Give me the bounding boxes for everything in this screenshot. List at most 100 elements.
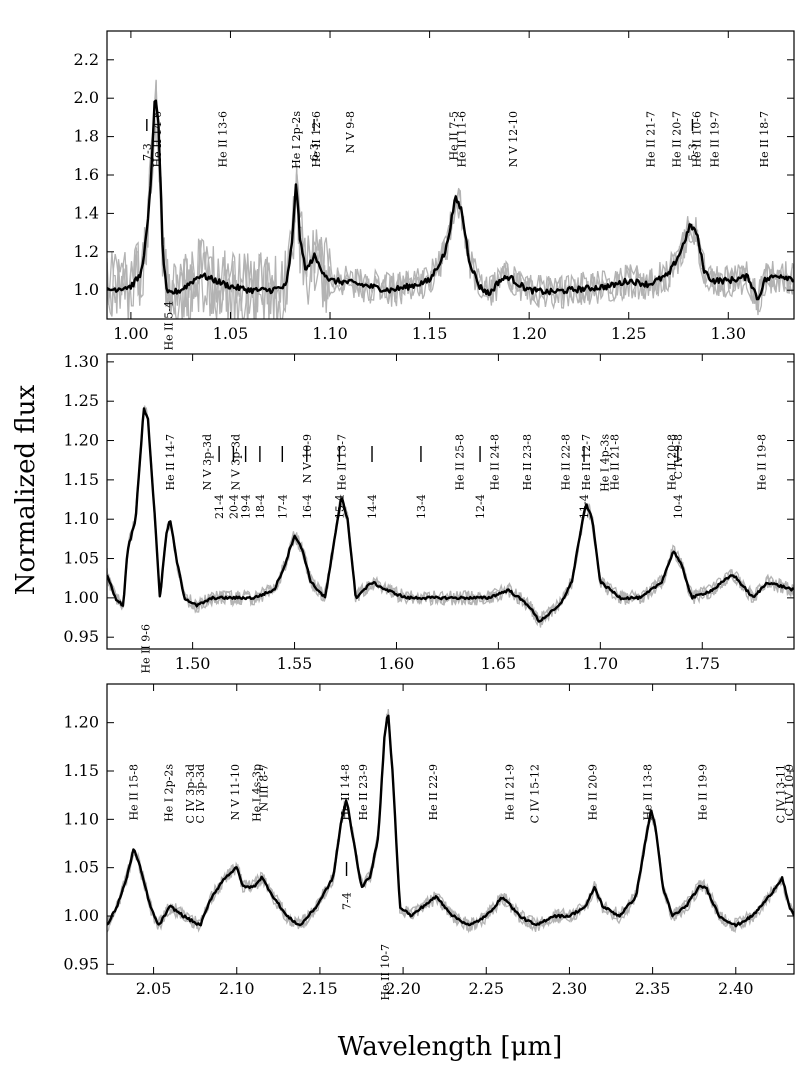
y-tick-label: 1.20 <box>63 713 99 732</box>
y-tick-label: 1.2 <box>74 242 99 261</box>
line-id-label: He II 5-4 <box>163 301 176 351</box>
transition-marker-label: 17-4 <box>276 494 289 519</box>
line-id-label: He I 4s-3p <box>251 764 264 822</box>
transition-marker-label: 7-3 <box>141 143 154 161</box>
x-tick-label: 1.25 <box>611 324 647 343</box>
observation-series-3 <box>107 714 794 934</box>
x-tick-label: 1.00 <box>113 324 149 343</box>
observation-series-2 <box>107 79 794 319</box>
y-tick-label: 1.6 <box>74 165 99 184</box>
panel-frame <box>106 353 795 650</box>
line-id-label: He II 20-9 <box>587 764 600 821</box>
line-id-label: C IV 3p-3d <box>184 764 197 824</box>
line-id-label: He II 10-7 <box>379 944 392 1001</box>
y-tick-label: 1.05 <box>63 858 99 877</box>
x-tick-label: 1.75 <box>684 654 720 673</box>
y-tick-label: 1.20 <box>63 431 99 450</box>
transition-marker-label: 18-4 <box>254 494 267 519</box>
x-axis-title: Wavelength [μm] <box>338 1032 562 1062</box>
x-tick-label: 1.55 <box>277 654 313 673</box>
y-axis-title: Normalized flux <box>11 384 41 595</box>
x-tick-label: 2.10 <box>219 979 255 998</box>
line-id-label: He II 11-6 <box>455 111 468 168</box>
y-tick-label: 1.00 <box>63 588 99 607</box>
line-id-label: He II 22-8 <box>560 434 573 491</box>
x-tick-label: 1.05 <box>213 324 249 343</box>
line-id-label: C IV 3p-3d <box>194 764 207 824</box>
panel-3: 2.05 2.10 2.15 2.20 2.25 2.30 2.35 2.40 0.95 1.00… <box>63 683 796 1001</box>
transition-marker-label: 5-3 <box>686 143 699 161</box>
x-tick-label: 2.25 <box>468 979 504 998</box>
line-id-label: N V 12-10 <box>507 111 520 167</box>
transition-marker-label: 7-4 <box>341 892 354 910</box>
x-tick-label: 2.20 <box>385 979 421 998</box>
transition-marker-label: 11-4 <box>578 494 591 519</box>
transition-marker-label: 19-4 <box>240 494 253 519</box>
line-id-label: He I 2p-2s <box>163 764 176 822</box>
line-id-label: N V 3p-3d <box>201 434 214 490</box>
line-id-label: He II 25-8 <box>454 434 467 491</box>
x-tick-label: 2.40 <box>718 979 754 998</box>
panel-2: 1.50 1.55 1.60 1.65 1.70 1.75 0.95 1.00 1.05 1.10… <box>63 352 795 674</box>
mean-spectrum-line <box>107 714 794 928</box>
line-id-label: He II 13-8 <box>642 764 655 821</box>
line-id-label: He II 21-7 <box>645 111 658 168</box>
line-id-label: N V 9-8 <box>344 111 357 153</box>
y-tick-label: 1.15 <box>63 470 99 489</box>
y-tick-label: 1.15 <box>63 761 99 780</box>
transition-marker-label: 6-3 <box>308 143 321 161</box>
line-id-label: He II 24-8 <box>488 434 501 491</box>
line-id-label: He II 14-6 <box>151 111 164 168</box>
line-id-label: He I 2p-2s <box>290 111 303 169</box>
line-id-label: He II 19-7 <box>708 111 721 168</box>
x-tick-label: 1.10 <box>312 324 348 343</box>
x-tick-label: 2.30 <box>552 979 588 998</box>
y-tick-label: 1.10 <box>63 509 99 528</box>
x-tick-label: 1.65 <box>481 654 517 673</box>
line-id-label: C IV 13-11 <box>775 764 788 823</box>
y-tick-label: 1.0 <box>74 280 99 299</box>
line-id-label: He II 19-9 <box>697 764 710 821</box>
mean-spectrum-line <box>107 407 794 623</box>
line-id-label: He II 18-7 <box>758 111 771 168</box>
line-id-label: He I 4p-3s <box>598 434 611 492</box>
transition-marker-label: 12-4 <box>474 494 487 519</box>
x-tick-label: 1.20 <box>511 324 547 343</box>
y-tick-label: 1.8 <box>74 127 99 146</box>
x-tick-label: 2.15 <box>302 979 338 998</box>
line-id-label: He II 23-8 <box>521 434 534 491</box>
panel-frame <box>106 683 795 975</box>
x-tick-label: 1.60 <box>379 654 415 673</box>
observation-series-3 <box>107 407 794 623</box>
y-tick-label: 1.00 <box>63 906 99 925</box>
transition-marker-label: 15-4 <box>333 494 346 519</box>
y-tick-label: 1.30 <box>63 352 99 371</box>
transition-marker-label: 21-4 <box>213 494 226 519</box>
line-id-label: He II 22-9 <box>427 764 440 821</box>
x-tick-label: 2.05 <box>136 979 172 998</box>
x-tick-label: 1.15 <box>412 324 448 343</box>
line-id-label: N III 8-7 <box>257 764 270 811</box>
line-id-label: He II 13-6 <box>216 111 229 168</box>
transition-marker-label: 10-4 <box>672 494 685 519</box>
line-id-label: C IV 10-9 <box>783 764 796 816</box>
line-id-label: He II 15-8 <box>128 764 141 821</box>
line-id-label: N V 11-10 <box>229 764 242 820</box>
transition-marker-label: 14-4 <box>366 494 379 519</box>
line-id-label: He II 21-9 <box>504 764 517 821</box>
panel-1: 1.00 1.05 1.10 1.15 1.20 1.25 1.30 1.0 1.2 1.4 1.6… <box>74 30 795 351</box>
transition-marker-label: 13-4 <box>415 494 428 519</box>
transition-marker-label: 20-4 <box>227 494 240 519</box>
y-tick-label: 1.10 <box>63 809 99 828</box>
line-id-label: He II 9-6 <box>140 624 153 674</box>
y-tick-label: 0.95 <box>63 627 99 646</box>
x-tick-label: 1.50 <box>175 654 211 673</box>
panels-group: 1.00 1.05 1.10 1.15 1.20 1.25 1.30 1.0 1.2 1.4 1.6… <box>63 30 796 1001</box>
y-tick-label: 2.0 <box>74 88 99 107</box>
line-id-label: He II 13-7 <box>335 434 348 491</box>
line-id-label: He II 20-8 <box>666 434 679 491</box>
x-tick-label: 2.35 <box>635 979 671 998</box>
line-id-label: He II 10-6 <box>690 111 703 168</box>
line-id-label: He II 14-8 <box>339 764 352 821</box>
